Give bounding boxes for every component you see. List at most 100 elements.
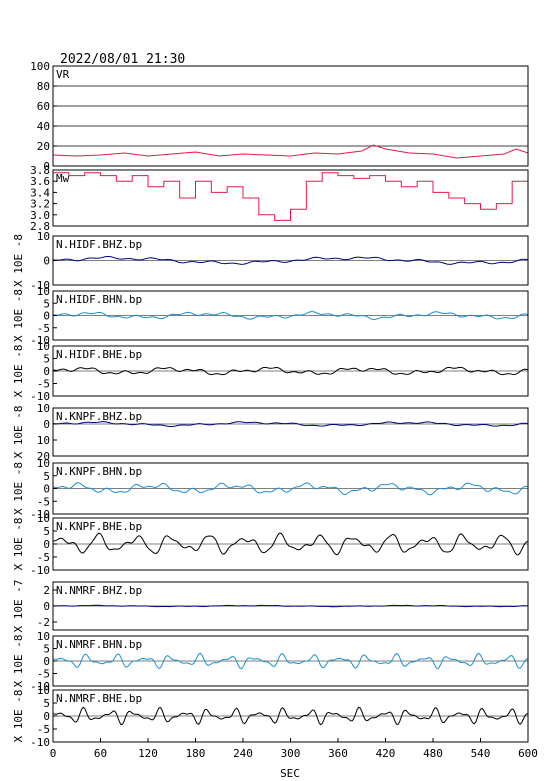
y-tick-label: 0 [43,710,50,723]
y-tick-label: 0 [43,365,50,378]
x-tick-label: 120 [138,747,158,760]
y-tick-label: 10 [37,285,50,298]
y-tick-label: -5 [37,378,50,391]
panels-group: 020406080100VR2.83.03.23.43.63.8Mw-10010… [12,60,529,749]
y-tick-label: -5 [37,668,50,681]
y-tick-label: 0 [43,418,50,431]
y-tick-label: 10 [37,630,50,643]
series-line [52,144,529,159]
panel-title: N.NMRF.BHZ.bp [56,584,142,597]
series-line [52,652,529,670]
x-tick-label: 360 [328,747,348,760]
y-tick-label: 0 [43,483,50,496]
y-tick-label: -10 [30,680,50,693]
panel-title: N.NMRF.BHE.bp [56,692,142,705]
y-tick-label: 5 [43,353,50,366]
y-tick-label: -5 [37,551,50,564]
series-line [52,532,529,556]
y-tick-label: 3.2 [30,198,50,211]
y-tick-label: 80 [37,80,50,93]
panel-title: N.HIDF.BHZ.bp [56,238,142,251]
series-line [52,255,529,265]
panel-frame [52,65,529,167]
x-tick-label: 60 [94,747,107,760]
y-tick-label: 20 [37,450,50,463]
y-tick-label: 2.8 [30,220,50,233]
panel-9: -2 0 2 N.NMRF.BHZ.bp X 10E -7 [12,580,529,633]
series-line [52,604,529,608]
x-tick-label: 600 [518,747,538,760]
y-tick-label: 0 [43,160,50,173]
y-tick-label: -5 [37,495,50,508]
y-tick-label: 10 [37,457,50,470]
x-axis-label: SEC [280,767,300,780]
y-axis-label: X 10E -7 [12,580,25,633]
panel-frame [52,407,529,457]
panel-title: N.KNPF.BHZ.bp [56,410,142,423]
x-axis: 0 60 120 180 240 300 360 420 480 540 600 [50,738,538,760]
series-line [53,172,529,221]
panel-title: VR [56,68,70,81]
y-axis-label: X 10E -8 [12,345,25,398]
series-line [52,706,529,726]
y-tick-label: 5 [43,297,50,310]
y-tick-label: -10 [30,564,50,577]
y-tick-label: -10 [30,279,50,292]
y-axis-label: X 10E -8 [12,289,25,342]
y-tick-label: 2 [43,584,50,597]
panel-6: 20 10 0 10 N.KNPF.BHZ.bp X 10E -8 [12,402,529,463]
panel-frame [52,169,529,227]
y-axis-label: X 10E -8 [12,635,25,688]
panel-2: 2.83.03.23.43.63.8 Mw [30,164,529,233]
series-line [52,311,529,320]
x-tick-label: 180 [186,747,206,760]
y-tick-label: 5 [43,697,50,710]
y-tick-label: 5 [43,470,50,483]
y-tick-label: -10 [30,334,50,347]
y-axis-label: X 10E -8 [12,690,25,743]
y-tick-label: 10 [37,230,50,243]
y-tick-label: 40 [37,120,50,133]
y-tick-label: 10 [37,340,50,353]
y-tick-label: -10 [30,508,50,521]
panel-title: N.HIDF.BHE.bp [56,348,142,361]
series-line [52,421,529,428]
panel-3: -10 0 10 N.HIDF.BHZ.bp X 10E -8 [12,230,529,292]
y-tick-label: 0 [43,255,50,268]
panel-title: N.KNPF.BHN.bp [56,465,142,478]
series-line [52,482,529,496]
y-tick-label: -10 [30,736,50,749]
y-tick-label: 5 [43,525,50,538]
y-tick-label: 10 [37,684,50,697]
y-tick-label: 100 [30,60,50,73]
y-tick-label: 3.6 [30,175,50,188]
y-tick-label: 0 [43,538,50,551]
y-axis-label: X 10E -8 [12,462,25,515]
y-tick-label: 0 [43,655,50,668]
y-tick-label: 10 [37,512,50,525]
y-tick-label: 0 [43,310,50,323]
y-tick-label: -2 [37,616,50,629]
y-tick-label: 5 [43,643,50,656]
y-tick-label: 10 [37,402,50,415]
y-tick-label: 3.0 [30,209,50,222]
y-tick-label: 3.8 [30,164,50,177]
panel-title: N.NMRF.BHN.bp [56,638,142,651]
y-tick-label: 3.4 [30,186,50,199]
y-axis-label: X 10E -8 [12,234,25,287]
panel-title: Mw [56,172,70,185]
y-tick-label: 60 [37,100,50,113]
panel-title: N.KNPF.BHE.bp [56,520,142,533]
series-line [52,366,529,376]
y-tick-label: 0 [43,600,50,613]
x-tick-label: 300 [281,747,301,760]
panel-title: N.HIDF.BHN.bp [56,293,142,306]
y-axis-label: X 10E -8 [12,518,25,571]
x-tick-label: 540 [471,747,491,760]
